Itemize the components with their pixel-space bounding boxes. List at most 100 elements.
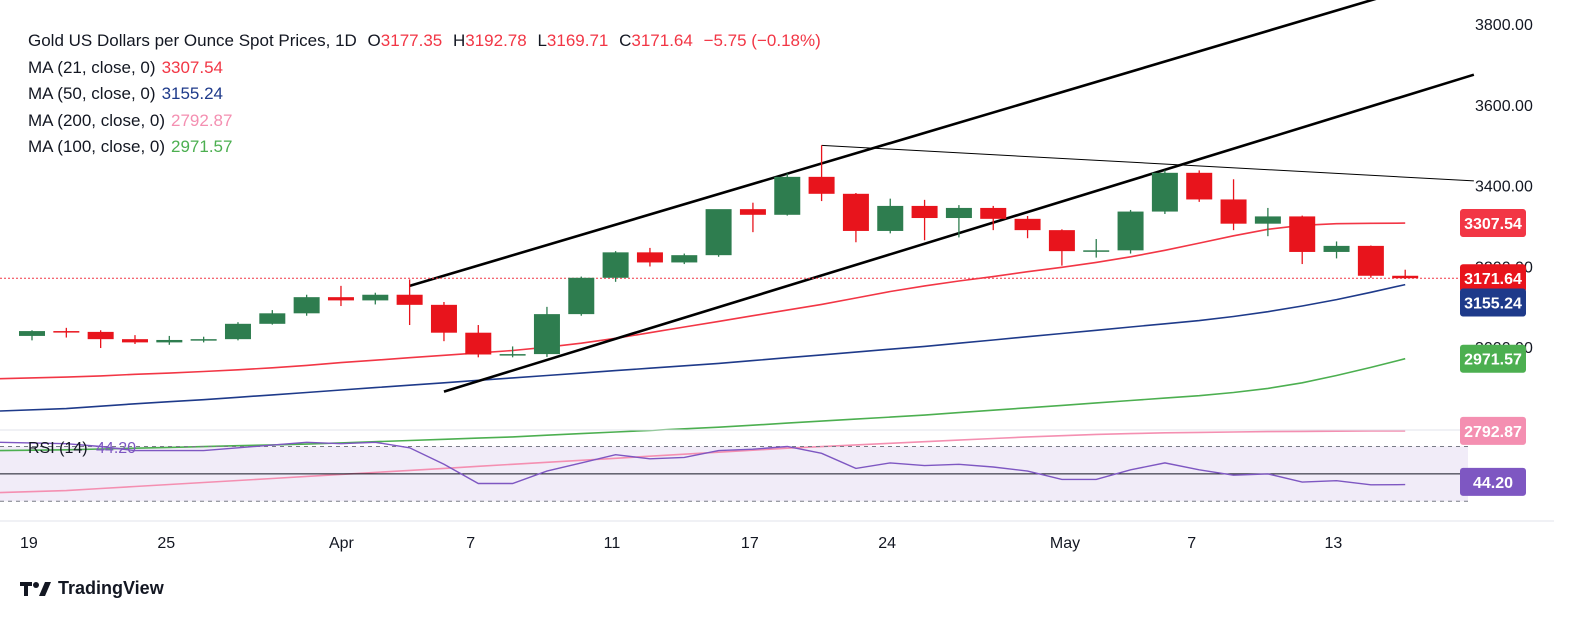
time-tick-label: 11 [604,535,621,552]
candle-body [705,209,732,256]
candle-body [1323,245,1350,252]
ma100-label: MA (100, close, 0) [28,137,166,156]
candle-body [1014,218,1041,231]
time-tick-label: 19 [20,535,38,552]
candle-body [1254,216,1281,224]
candle-body [121,339,148,343]
candle-body [636,252,663,263]
price-tick-label: 3600.00 [1475,98,1533,115]
candle-body [430,304,457,333]
candle-body [259,313,286,324]
chart-title: Gold US Dollars per Ounce Spot Prices, 1… [28,31,357,50]
time-tick-label: 7 [466,535,475,552]
time-axis: 19 25 Apr 7 11 17 24 May 7 13 [20,535,1342,552]
ma200-tag-text: 2792.87 [1464,424,1522,441]
candle-body [190,339,217,341]
candle-body [465,332,492,355]
last-price-tag-bg [1460,264,1526,293]
candle-body [774,176,801,215]
rsi-label: RSI (14) [28,440,88,457]
ma21-tag-text: 3307.54 [1464,216,1522,233]
high-value: 3192.78 [465,31,527,50]
price-tick-label: 3400.00 [1475,179,1533,196]
ma50-label: MA (50, close, 0) [28,84,156,103]
candle-body [293,297,320,314]
open-key: O [367,31,381,50]
candle-body [533,314,560,355]
ma21-value: 3307.54 [161,57,224,77]
candle-body [1151,172,1178,212]
time-tick-label: 24 [878,535,896,552]
candle-body [1220,199,1247,224]
candle-body [842,193,869,231]
time-tick-label: May [1050,535,1080,552]
tradingview-logo[interactable]: TradingView [20,578,164,599]
ma50-legend[interactable]: MA (50, close, 0) 3155.24 [28,81,821,108]
candle-body [327,297,354,301]
close-value: 3171.64 [631,31,693,50]
candle-body [19,331,45,336]
candle-body [911,205,938,219]
ma50-value: 3155.24 [161,84,224,103]
candle-body [87,331,114,340]
candle-body [671,255,698,263]
time-tick-label: 25 [157,535,175,552]
ma-line-0 [0,222,1406,380]
low-key: L [537,31,547,50]
candle-body [396,294,423,305]
candle-body [53,331,80,333]
candles [19,145,1419,358]
price-tags: 3307.54 3171.64 3155.24 2971.57 2792.87 44.20 [1460,209,1526,496]
candle-body [1048,230,1075,252]
candle-body [1186,172,1213,200]
ma100-value: 2971.57 [171,137,233,156]
candle-body [945,207,972,219]
close-key: C [619,31,632,50]
symbol-row: Gold US Dollars per Ounce Spot Prices, 1… [28,28,821,55]
candle-body [499,354,526,356]
candle-body [1083,250,1110,252]
ma50-tag-bg [1460,288,1526,317]
candle-body [1392,275,1419,279]
ma100-legend[interactable]: MA (100, close, 0) 2971.57 [28,134,821,161]
rsi-legend[interactable]: RSI (14) 44.20 [28,440,136,458]
candle-body [808,176,835,194]
candle-body [980,207,1007,219]
candle-body [739,209,766,215]
candle-body [224,323,251,340]
open-value: 3177.35 [380,31,443,50]
rsi-line [0,441,1406,486]
tradingview-logo-icon [20,581,51,596]
change-value: −5.75 (−0.18%) [703,31,821,50]
ma21-label: MA (21, close, 0) [28,57,156,77]
high-key: H [452,31,466,50]
ma21-tag-bg [1460,209,1526,238]
ma200-tag-bg [1460,416,1526,445]
candle-body [568,277,595,315]
time-tick-label: Apr [329,535,355,552]
last-price-tag-text: 3171.64 [1464,271,1522,288]
candle-body [362,294,389,301]
rsi-value: 44.20 [96,440,137,457]
ma21-legend[interactable]: MA (21, close, 0) 3307.54 [28,55,821,82]
time-tick-label: 17 [741,535,759,552]
trendline-2 [821,144,1474,182]
ma50-tag-text: 3155.24 [1464,296,1522,313]
trendline-0 [409,0,1377,288]
rsi-tag-bg [1460,467,1526,496]
candle-body [602,252,629,278]
ma-line-1 [0,283,1406,412]
candle-body [877,205,904,231]
chart-legend: Gold US Dollars per Ounce Spot Prices, 1… [28,28,821,161]
ma-line-2 [0,357,1406,452]
ma200-label: MA (200, close, 0) [28,110,166,130]
time-tick-label: 13 [1325,535,1343,552]
ma200-legend[interactable]: MA (200, close, 0) 2792.87 [28,108,821,135]
ma-line-3 [0,430,1406,494]
candle-body [1117,211,1144,251]
candle-body [1289,216,1316,252]
moving-averages [0,222,1406,494]
candle-body [156,339,183,343]
candle-body [1357,245,1384,276]
